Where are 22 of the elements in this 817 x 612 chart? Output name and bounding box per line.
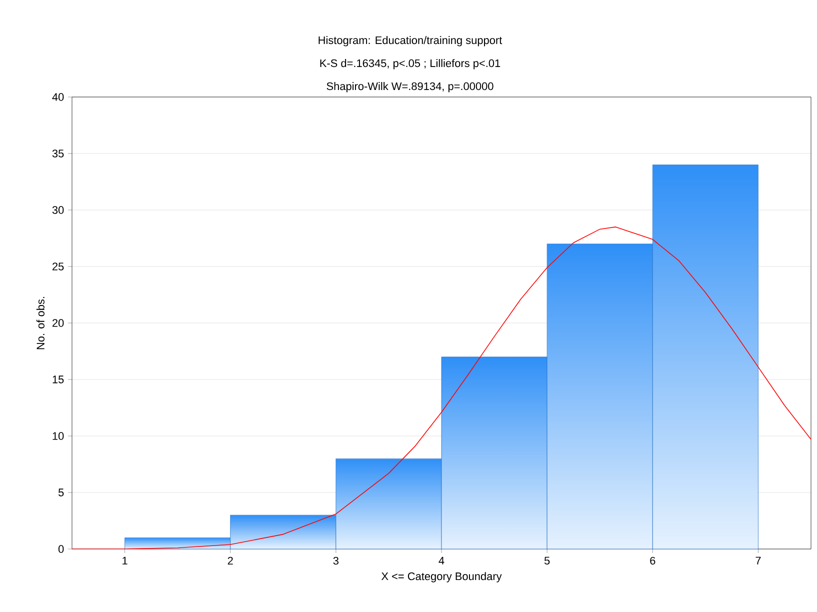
text: Shapiro-Wilk W=.89134, p=.00000 (326, 82, 494, 92)
y-tick-label: 0 (58, 545, 64, 553)
y-tick-label: 5 (58, 488, 64, 496)
chart-title: Histogram: Education/training support (318, 36, 502, 46)
x-tick-label: 1 (122, 556, 128, 564)
y-tick-label: 25 (52, 262, 64, 270)
x-axis-title: X <= Category Boundary (381, 572, 502, 582)
y-axis-title: No. of obs. (36, 297, 44, 350)
y-tick-label: 40 (52, 93, 64, 101)
chart-subtitle: K-S d=.16345, p<.05 ; Lilliefors p<.01 (320, 59, 500, 70)
x-tick-label: 7 (756, 556, 761, 564)
y-tick-label: 30 (52, 206, 64, 214)
y-tick-label: 20 (52, 319, 64, 327)
y-tick-label: 15 (52, 376, 64, 384)
line-series (72, 226, 811, 549)
x-tick-label: 5 (544, 556, 550, 564)
y-tick-label: 35 (52, 150, 64, 158)
x-tick-label: 2 (228, 556, 233, 565)
x-tick-label: 6 (650, 556, 656, 565)
y-tick-label: 10 (52, 432, 64, 440)
x-tick-label: 4 (438, 556, 444, 564)
x-tick-label: 3 (333, 556, 338, 565)
